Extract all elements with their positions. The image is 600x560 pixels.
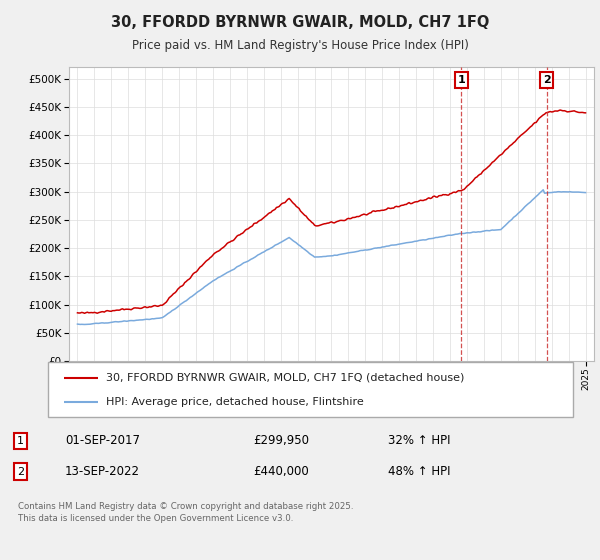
Text: HPI: Average price, detached house, Flintshire: HPI: Average price, detached house, Flin…: [106, 397, 364, 407]
Text: 32% ↑ HPI: 32% ↑ HPI: [388, 435, 451, 447]
Text: 1: 1: [458, 75, 465, 85]
Text: 2: 2: [17, 466, 24, 477]
Text: 01-SEP-2017: 01-SEP-2017: [65, 435, 140, 447]
Text: £440,000: £440,000: [253, 465, 309, 478]
Text: 30, FFORDD BYRNWR GWAIR, MOLD, CH7 1FQ (detached house): 30, FFORDD BYRNWR GWAIR, MOLD, CH7 1FQ (…: [106, 373, 464, 382]
Text: Price paid vs. HM Land Registry's House Price Index (HPI): Price paid vs. HM Land Registry's House …: [131, 39, 469, 53]
Text: 30, FFORDD BYRNWR GWAIR, MOLD, CH7 1FQ: 30, FFORDD BYRNWR GWAIR, MOLD, CH7 1FQ: [111, 15, 489, 30]
Text: 2: 2: [543, 75, 551, 85]
Text: 48% ↑ HPI: 48% ↑ HPI: [388, 465, 451, 478]
Text: Contains HM Land Registry data © Crown copyright and database right 2025.
This d: Contains HM Land Registry data © Crown c…: [18, 502, 353, 523]
FancyBboxPatch shape: [48, 362, 573, 417]
Text: 1: 1: [17, 436, 24, 446]
Text: 13-SEP-2022: 13-SEP-2022: [65, 465, 140, 478]
Text: £299,950: £299,950: [253, 435, 309, 447]
